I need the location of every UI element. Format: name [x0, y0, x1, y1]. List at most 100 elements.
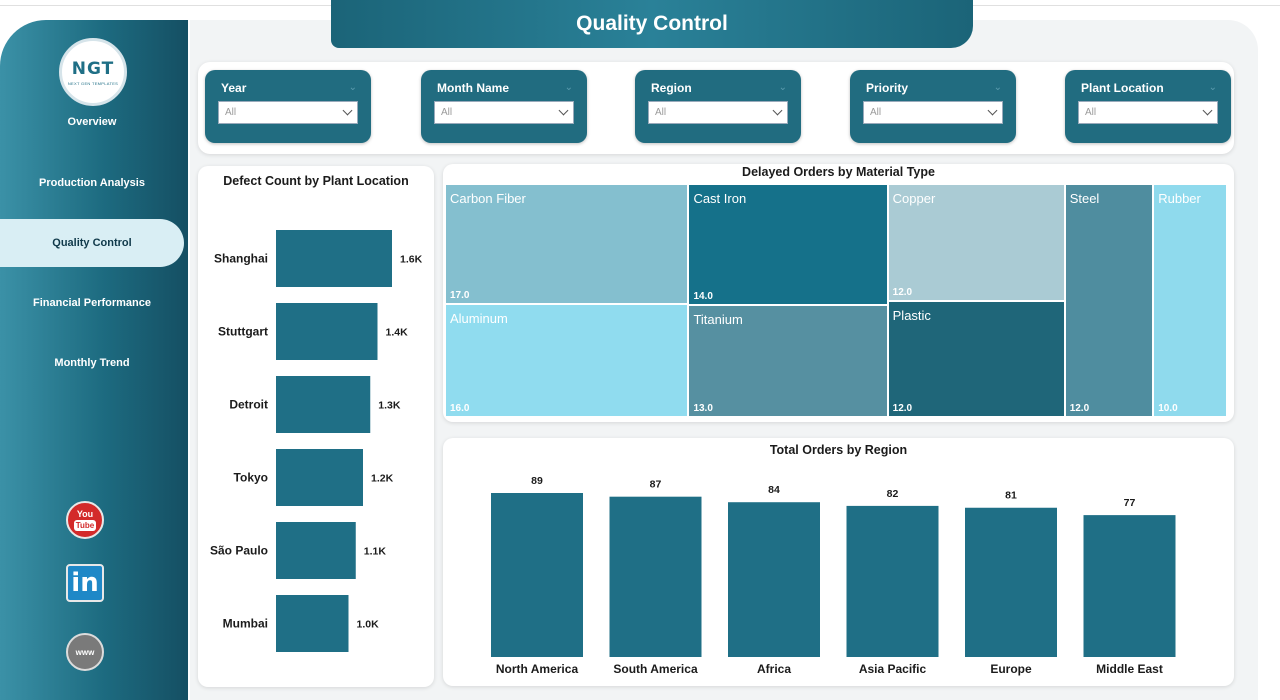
chevron-down-icon: [558, 105, 569, 116]
treemap-value-aluminum: 16.0: [450, 402, 470, 414]
region-dropdown[interactable]: All: [648, 101, 788, 124]
treemap-cell-rubber[interactable]: Rubber 10.0: [1153, 184, 1227, 417]
slicer-label: Plant Location: [1081, 81, 1164, 95]
bar-middle-east[interactable]: [1083, 515, 1176, 657]
page-title: Quality Control: [576, 12, 728, 35]
bar-africa[interactable]: [728, 502, 820, 657]
treemap-value-plastic: 12.0: [892, 403, 913, 414]
logo-text: NGT: [71, 58, 115, 79]
treemap-label-rubber: Rubber: [1158, 191, 1201, 206]
nav-overview[interactable]: Overview: [67, 116, 117, 128]
data-label-south-america: 87: [650, 479, 662, 491]
data-label-sao-paulo: 1.1K: [364, 546, 387, 558]
treemap-cell-plastic[interactable]: Plastic 12.0: [887, 300, 1065, 417]
logo-subtext: NEXT GEN TEMPLATES: [67, 80, 119, 86]
slicer-region: Region ⌄ All: [635, 70, 801, 143]
chevron-down-icon[interactable]: ⌄: [778, 82, 787, 93]
treemap-label-titanium: Titanium: [693, 311, 743, 327]
bar-stuttgart[interactable]: [276, 303, 378, 360]
bar-sao-paulo[interactable]: [276, 522, 356, 579]
bar-shanghai[interactable]: [276, 230, 392, 287]
data-label-mumbai: 1.0K: [357, 619, 380, 631]
website-link[interactable]: www: [65, 632, 105, 672]
data-label-detroit: 1.3K: [378, 400, 401, 412]
chevron-down-icon: [1202, 105, 1213, 116]
data-label-shanghai: 1.6K: [400, 254, 423, 266]
youtube-icon-text-top: You: [76, 508, 94, 519]
data-label-europe: 81: [1005, 490, 1017, 502]
nav-quality-control[interactable]: Quality Control: [0, 219, 184, 267]
treemap-cell-cast-iron[interactable]: Cast Iron 14.0: [688, 184, 888, 305]
treemap-value-copper: 12.0: [892, 286, 913, 298]
data-label-stuttgart: 1.4K: [386, 327, 409, 339]
bar-mumbai[interactable]: [276, 595, 349, 652]
category-label-shanghai: Shanghai: [214, 252, 268, 266]
category-label-africa: Africa: [757, 662, 791, 676]
nav-production-analysis[interactable]: Production Analysis: [39, 177, 145, 189]
dropdown-value: All: [441, 107, 453, 118]
treemap-value-steel: 12.0: [1069, 403, 1090, 414]
slicer-label: Region: [651, 81, 692, 95]
plant-location-dropdown[interactable]: All: [1078, 101, 1218, 124]
chevron-down-icon[interactable]: ⌄: [348, 82, 357, 93]
category-label-tokyo: Tokyo: [234, 471, 268, 485]
data-label-north-america: 89: [531, 475, 543, 487]
treemap-cell-aluminum[interactable]: Aluminum 16.0: [445, 304, 689, 417]
treemap-cell-copper[interactable]: Copper 12.0: [887, 184, 1065, 301]
treemap-label-aluminum: Aluminum: [450, 311, 508, 327]
chevron-down-icon: [772, 105, 783, 116]
linkedin-icon: in: [66, 564, 104, 602]
data-label-tokyo: 1.2K: [371, 473, 394, 485]
treemap-cell-steel[interactable]: Steel 12.0: [1064, 184, 1154, 417]
data-label-africa: 84: [768, 484, 780, 496]
treemap-value-cast-iron: 14.0: [693, 290, 713, 302]
chevron-down-icon[interactable]: ⌄: [564, 82, 573, 93]
category-label-north-america: North America: [496, 662, 579, 676]
treemap-label-plastic: Plastic: [892, 307, 931, 323]
nav-monthly-trend[interactable]: Monthly Trend: [54, 357, 130, 369]
category-label-stuttgart: Stuttgart: [218, 325, 268, 339]
chevron-down-icon: [342, 105, 353, 116]
defect-count-chart: Shanghai 1.6K Stuttgart 1.4K Detroit 1.3K Toky…: [210, 230, 423, 652]
bar-europe[interactable]: [965, 507, 1057, 657]
category-label-detroit: Detroit: [229, 398, 268, 412]
treemap-value-rubber: 10.0: [1158, 403, 1178, 414]
delayed-orders-panel: Delayed Orders by Material Type Carbon F…: [443, 164, 1234, 422]
sidebar: NGT NEXT GEN TEMPLATES Overview Producti…: [0, 20, 188, 700]
chevron-down-icon[interactable]: ⌄: [993, 82, 1002, 93]
category-label-asia-pacific: Asia Pacific: [859, 662, 927, 676]
defect-count-panel: Defect Count by Plant Location Shanghai 1…: [198, 166, 434, 687]
region-chart-title: Total Orders by Region: [769, 443, 908, 457]
treemap-title: Delayed Orders by Material Type: [742, 165, 935, 179]
treemap-label-steel: Steel: [1069, 191, 1100, 206]
data-label-asia-pacific: 82: [887, 488, 899, 500]
dropdown-value: All: [1085, 107, 1097, 118]
bar-detroit[interactable]: [276, 376, 371, 433]
slicer-priority: Priority ⌄ All: [850, 70, 1016, 143]
slicer-month-name: Month Name ⌄ All: [421, 70, 587, 143]
bar-asia-pacific[interactable]: [846, 505, 939, 657]
globe-icon: www: [66, 633, 104, 671]
nav-financial-performance[interactable]: Financial Performance: [33, 297, 151, 309]
treemap-cell-carbon-fiber[interactable]: Carbon Fiber 17.0: [445, 184, 689, 305]
treemap-label-cast-iron: Cast Iron: [693, 191, 747, 206]
chevron-down-icon[interactable]: ⌄: [1208, 82, 1217, 93]
slicer-label: Priority: [866, 81, 909, 95]
category-label-middle-east: Middle East: [1096, 662, 1163, 676]
dropdown-value: All: [655, 107, 667, 118]
slicer-year: Year ⌄ All: [205, 70, 371, 143]
slicer-plant-location: Plant Location ⌄ All: [1065, 70, 1231, 143]
year-dropdown[interactable]: All: [218, 101, 358, 124]
priority-dropdown[interactable]: All: [863, 101, 1003, 124]
treemap-cell-titanium[interactable]: Titanium 13.0: [688, 304, 888, 417]
category-label-europe: Europe: [990, 662, 1032, 676]
linkedin-link[interactable]: in: [65, 563, 105, 603]
filter-bar: Year ⌄ All Month Name ⌄ All Region ⌄ All…: [198, 62, 1234, 154]
ngt-logo: NGT NEXT GEN TEMPLATES: [59, 38, 127, 106]
bar-north-america[interactable]: [491, 493, 583, 657]
youtube-icon: You Tube: [66, 501, 104, 539]
month-name-dropdown[interactable]: All: [434, 101, 574, 124]
youtube-link[interactable]: You Tube: [65, 500, 105, 540]
bar-south-america[interactable]: [609, 496, 702, 657]
bar-tokyo[interactable]: [276, 449, 363, 506]
